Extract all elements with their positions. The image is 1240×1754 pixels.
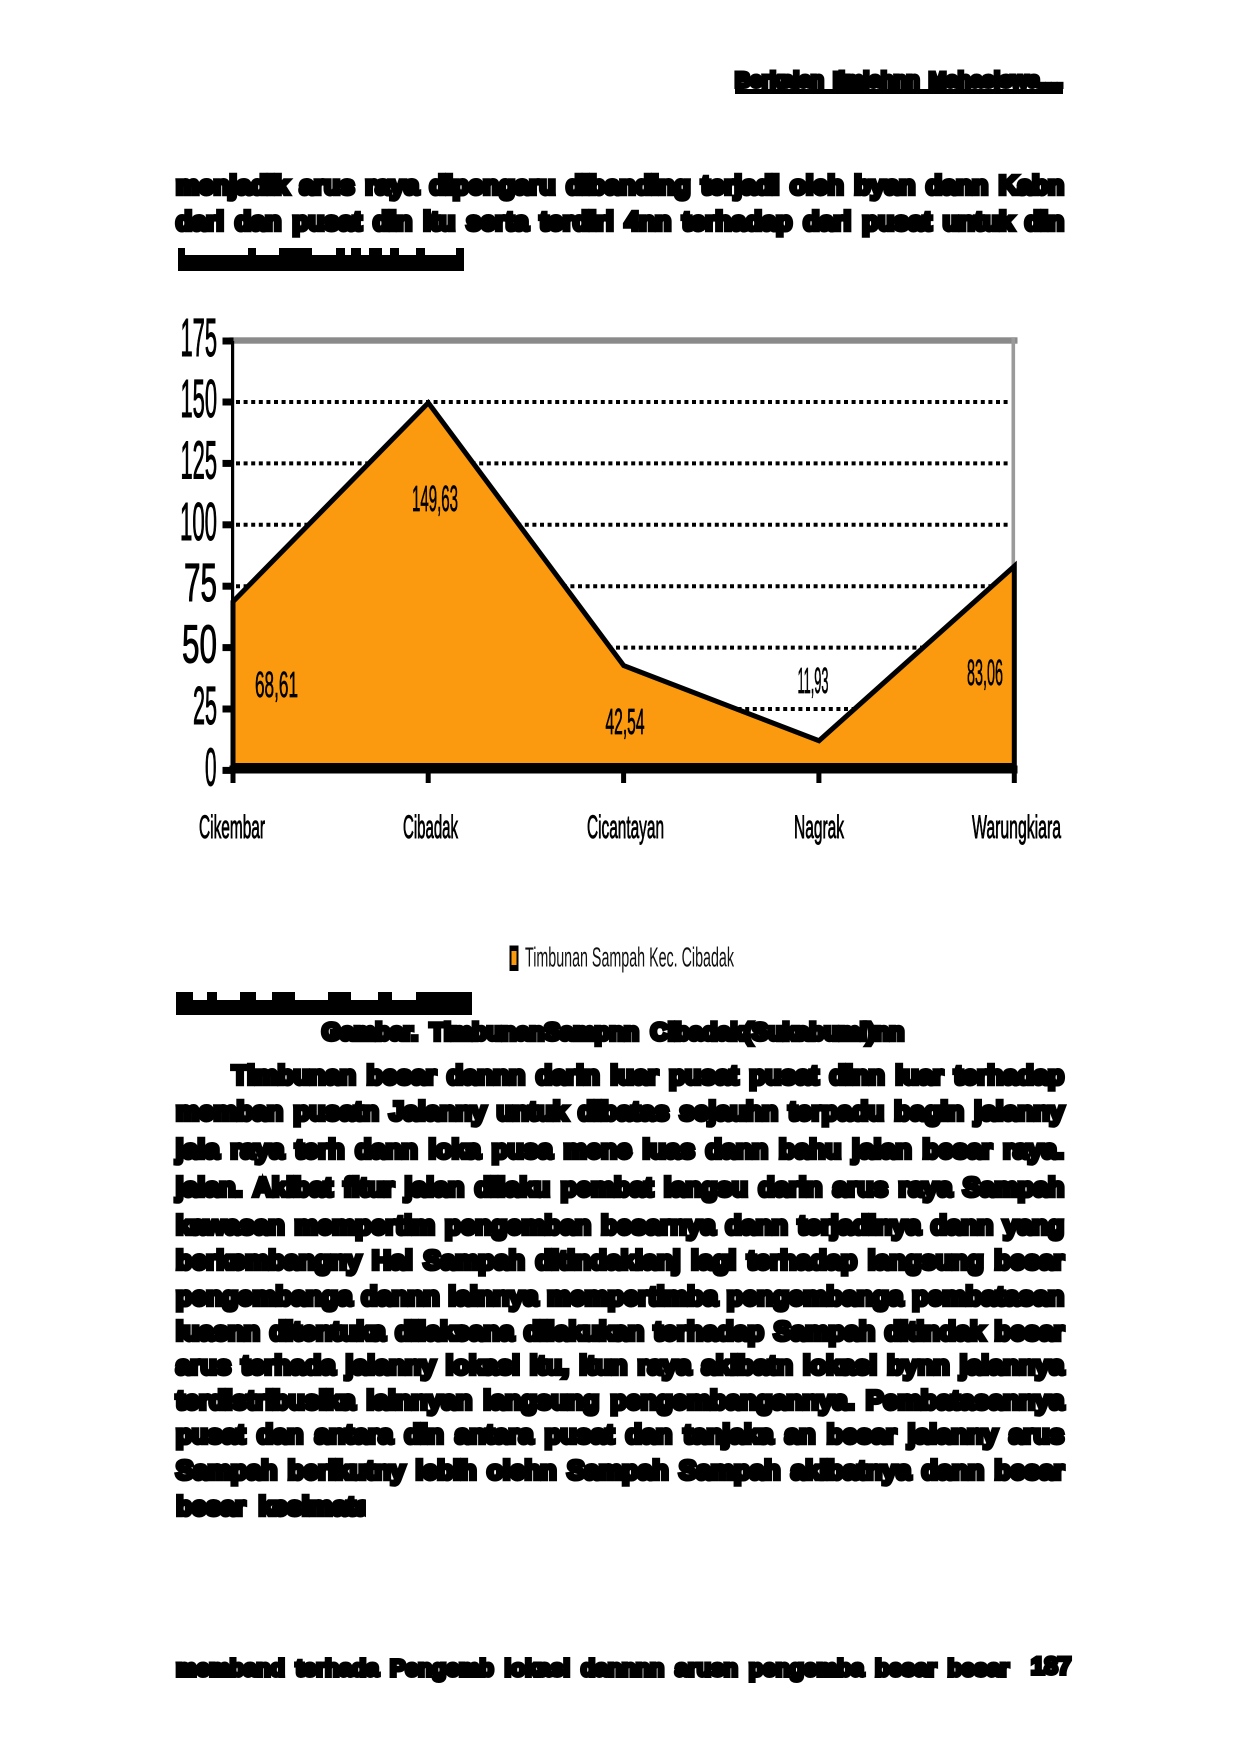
svg-text:175: 175	[181, 308, 218, 368]
svg-text:Nagrak: Nagrak	[794, 809, 844, 845]
svg-text:11,93: 11,93	[798, 660, 829, 701]
svg-text:75: 75	[184, 553, 217, 613]
svg-text:150: 150	[181, 369, 218, 429]
svg-text:Warungkiara: Warungkiara	[972, 809, 1061, 845]
svg-text:Timbunan Sampah Kec. Cibadak: Timbunan Sampah Kec. Cibadak	[525, 942, 735, 973]
svg-text:125: 125	[181, 430, 218, 490]
svg-text:42,54: 42,54	[606, 701, 645, 742]
svg-text:50: 50	[182, 615, 217, 675]
svg-text:Cikembar: Cikembar	[199, 809, 265, 845]
svg-text:68,61: 68,61	[255, 664, 298, 705]
svg-text:83,06: 83,06	[967, 652, 1003, 693]
svg-text:149,63: 149,63	[412, 478, 458, 519]
svg-text:25: 25	[193, 676, 217, 736]
svg-text:Cicantayan: Cicantayan	[587, 809, 664, 845]
svg-text:Cibadak: Cibadak	[403, 809, 458, 845]
svg-text:100: 100	[180, 492, 217, 552]
svg-text:0: 0	[205, 737, 217, 797]
